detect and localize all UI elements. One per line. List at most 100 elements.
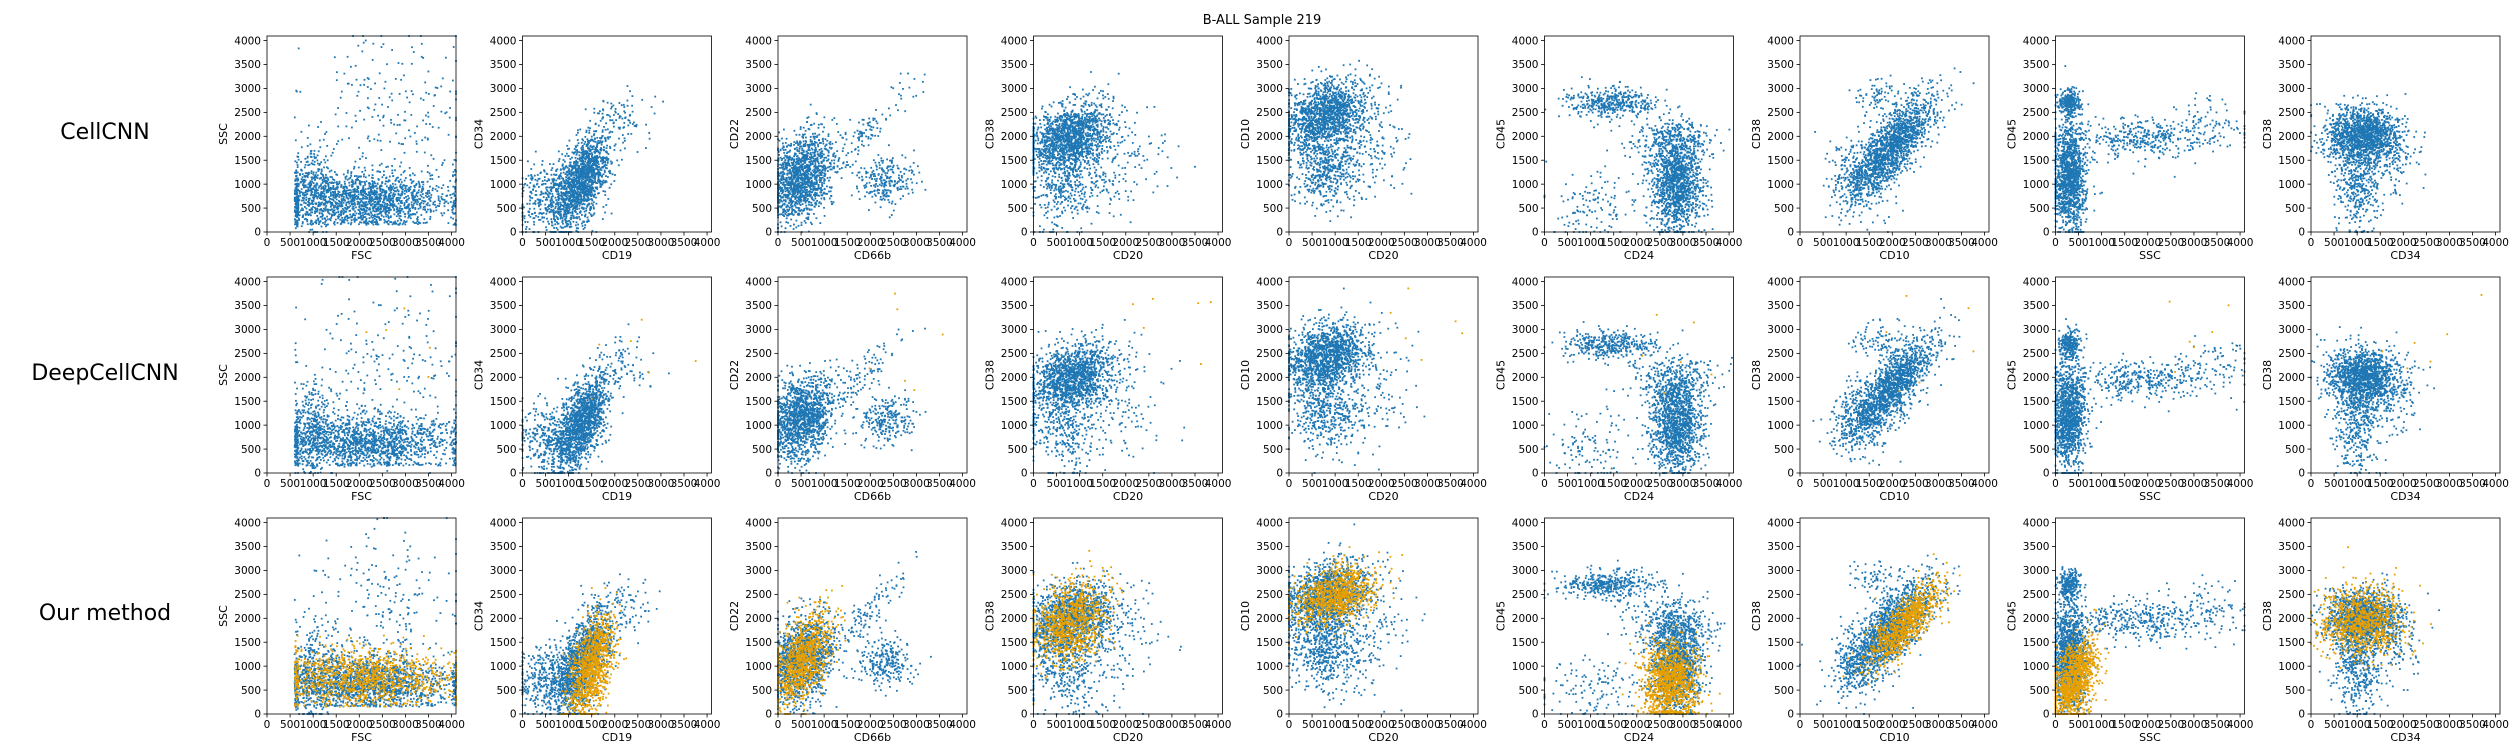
scatter-point [369,217,371,219]
scatter-point [369,198,371,200]
scatter-point [379,206,381,208]
scatter-point [341,217,343,219]
scatter-point [360,216,362,218]
scatter-point [409,175,411,177]
scatter-point [419,198,421,200]
scatter-point [409,208,411,210]
scatter-point [358,223,360,225]
scatter-point [427,171,429,173]
scatter-point [415,222,417,224]
scatter-point [454,195,456,197]
scatter-point [414,208,416,210]
scatter-point [376,216,378,218]
scatter-point [420,207,422,209]
scatter-point [363,203,365,205]
row-label-cellcnn: CellCNN [60,120,149,145]
scatter-point [398,215,400,217]
scatter-point [404,224,406,226]
scatter-point [424,208,426,210]
scatter-point [398,181,400,183]
scatter-point [382,201,384,203]
scatter-point [337,222,339,224]
scatter-point [358,209,360,211]
scatter-point [327,219,329,221]
scatter-point [295,206,297,208]
scatter-point [407,204,409,206]
scatter-point [341,202,343,204]
scatter-point [448,222,450,224]
scatter-point [452,174,454,176]
scatter-point [377,224,379,226]
scatter-point [404,213,406,215]
scatter-point [361,200,363,202]
scatter-point [333,188,335,190]
scatter-point [347,170,349,172]
scatter-point [426,196,428,198]
scatter-point [419,184,421,186]
scatter-point [347,172,349,174]
scatter-point [306,193,308,195]
scatter-point [359,181,361,183]
scatter-point [436,185,438,187]
scatter-point [355,191,357,193]
scatter-point [452,193,454,195]
scatter-point [403,211,405,213]
scatter-point [450,201,452,203]
scatter-point [400,194,402,196]
scatter-point [429,192,431,194]
scatter-point [408,197,410,199]
scatter-point [423,197,425,199]
scatter-point [294,193,296,195]
scatter-point [383,216,385,218]
scatter-point [302,221,304,223]
scatter-point [403,205,405,207]
scatter-point [384,206,386,208]
scatter-point [322,195,324,197]
scatter-point [415,194,417,196]
scatter-point [385,177,387,179]
scatter-point [366,180,368,182]
scatter-point [298,196,300,198]
row-label-deepcellcnn: DeepCellCNN [31,361,178,386]
scatter-point [389,205,391,207]
scatter-point [414,174,416,176]
scatter-point [370,221,372,223]
scatter-point [366,210,368,212]
scatter-point [341,198,343,200]
scatter-point [413,195,415,197]
scatter-point [381,204,383,206]
scatter-point [302,216,304,218]
scatter-point [333,214,335,216]
scatter-point [365,212,367,214]
scatter-point [381,214,383,216]
scatter-point [381,192,383,194]
scatter-point [343,196,345,198]
scatter-point [390,185,392,187]
scatter-point [423,203,425,205]
scatter-point [392,200,394,202]
scatter-point [434,204,436,206]
scatter-point [334,171,336,173]
scatter-point [310,211,312,213]
scatter-point [446,195,448,197]
scatter-point [328,185,330,187]
scatter-point [347,190,349,192]
scatter-point [374,186,376,188]
scatter-point [418,192,420,194]
scatter-point [364,184,366,186]
scatter-point [430,210,432,212]
scatter-point [301,188,303,190]
scatter-point [312,223,314,225]
scatter-point [296,191,298,193]
scatter-point [414,185,416,187]
scatter-point [416,183,418,185]
scatter-point [357,203,359,205]
scatter-point [405,177,407,179]
scatter-point [358,194,360,196]
scatter-point [410,179,412,181]
scatter-point [376,209,378,211]
scatter-point [364,182,366,184]
scatter-point [337,183,339,185]
scatter-point [378,216,380,218]
scatter-point [323,177,325,179]
